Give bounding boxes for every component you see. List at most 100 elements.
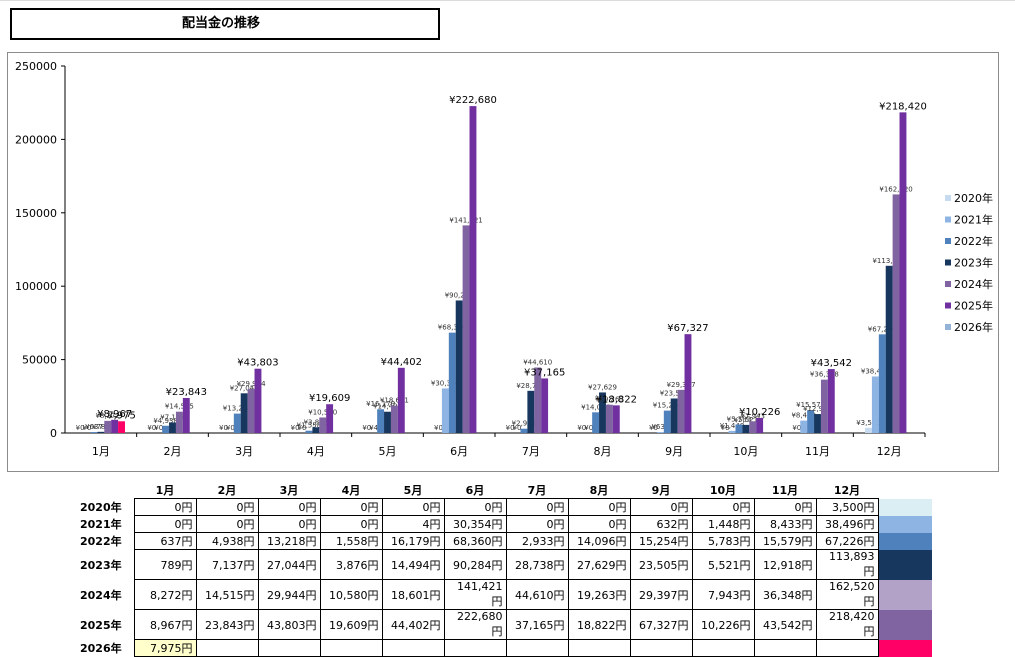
bar-2022年-4月 — [305, 431, 312, 433]
table-cell: 218,420円 — [816, 610, 878, 640]
table-cell: 0円 — [692, 499, 754, 516]
table-cell: 5,783円 — [692, 533, 754, 550]
bar-2022年-10月 — [735, 425, 742, 433]
bar-chart: 0500001000001500002000002500001月¥0¥0¥637… — [8, 53, 998, 471]
table-cell: 4,938円 — [196, 533, 258, 550]
data-label: ¥44,402 — [381, 357, 422, 368]
bar-2025年-3月 — [255, 369, 262, 433]
table-cell: 43,542円 — [754, 610, 816, 640]
data-label: ¥141,421 — [449, 216, 482, 224]
x-tick-label: 11月 — [805, 445, 830, 458]
x-tick-label: 7月 — [522, 445, 540, 458]
table-cell: 3,876円 — [320, 550, 382, 580]
table-cell: 141,421円 — [444, 580, 506, 610]
table-cell — [506, 640, 568, 657]
column-header: 7月 — [506, 482, 568, 499]
table-cell: 0円 — [320, 499, 382, 516]
bar-2024年-2月 — [176, 412, 183, 433]
data-label: ¥29,944 — [237, 380, 266, 388]
table-cell: 7,975円 — [134, 640, 196, 657]
table-cell: 30,354円 — [444, 516, 506, 533]
bar-2023年-3月 — [241, 393, 248, 433]
legend-swatch — [945, 238, 951, 244]
bar-2022年-6月 — [449, 333, 456, 433]
table-cell: 90,284円 — [444, 550, 506, 580]
table-cell: 12,918円 — [754, 550, 816, 580]
data-label: ¥19,609 — [309, 393, 350, 404]
legend-swatch — [945, 260, 951, 266]
table-cell: 10,226円 — [692, 610, 754, 640]
table-cell: 789円 — [134, 550, 196, 580]
table-cell — [816, 640, 878, 657]
table-cell: 7,943円 — [692, 580, 754, 610]
y-tick-label: 200000 — [15, 133, 57, 146]
y-tick-label: 150000 — [15, 207, 57, 220]
table-cell: 0円 — [382, 499, 444, 516]
table-cell: 36,348円 — [754, 580, 816, 610]
data-label: ¥0 — [226, 424, 235, 432]
table-cell — [754, 640, 816, 657]
bar-2021年-9月 — [657, 432, 664, 433]
row-header: 2024年 — [78, 580, 134, 610]
data-label: ¥27,629 — [588, 383, 617, 391]
column-header: 6月 — [444, 482, 506, 499]
table-cell — [382, 640, 444, 657]
table-cell: 15,579円 — [754, 533, 816, 550]
table-cell — [630, 640, 692, 657]
bar-2022年-12月 — [879, 334, 886, 433]
bar-2024年-4月 — [319, 417, 326, 433]
bar-2022年-8月 — [592, 412, 599, 433]
data-label: ¥37,165 — [524, 367, 565, 378]
table-cell — [444, 640, 506, 657]
column-header: 3月 — [258, 482, 320, 499]
table-cell: 632円 — [630, 516, 692, 533]
table-cell — [320, 640, 382, 657]
legend-entry: 2022年 — [954, 234, 993, 248]
bar-2024年-6月 — [463, 225, 470, 433]
bar-2024年-8月 — [606, 405, 613, 433]
bar-2025年-11月 — [828, 369, 835, 433]
legend-entry: 2026年 — [954, 320, 993, 334]
bar-2021年-6月 — [442, 388, 449, 433]
table-cell: 0円 — [506, 516, 568, 533]
row-color-swatch — [878, 516, 932, 533]
x-tick-label: 2月 — [164, 445, 182, 458]
data-label: ¥0 — [584, 424, 593, 432]
data-label: ¥222,680 — [449, 95, 497, 106]
bar-2022年-3月 — [234, 414, 241, 433]
row-header: 2023年 — [78, 550, 134, 580]
column-header: 1月 — [134, 482, 196, 499]
bar-2025年-12月 — [900, 112, 907, 433]
bar-2023年-7月 — [527, 391, 534, 433]
chart-title-box: 配当金の推移 — [10, 8, 440, 40]
bar-2026年-1月 — [118, 421, 125, 433]
bar-2023年-5月 — [384, 412, 391, 433]
legend-entry: 2023年 — [954, 256, 993, 270]
table-cell: 0円 — [258, 499, 320, 516]
bar-2022年-9月 — [664, 411, 671, 433]
bar-2021年-10月 — [729, 431, 736, 433]
x-tick-label: 1月 — [92, 445, 110, 458]
data-label: ¥43,542 — [811, 358, 852, 369]
bar-2023年-1月 — [97, 432, 104, 433]
bar-2025年-6月 — [470, 106, 477, 433]
legend-entry: 2024年 — [954, 277, 993, 291]
table-cell — [258, 640, 320, 657]
column-header: 8月 — [568, 482, 630, 499]
table-cell: 0円 — [506, 499, 568, 516]
bar-2025年-8月 — [613, 405, 620, 433]
table-cell — [692, 640, 754, 657]
bar-2023年-6月 — [456, 300, 463, 433]
table-cell: 0円 — [258, 516, 320, 533]
row-header: 2021年 — [78, 516, 134, 533]
column-header: 12月 — [816, 482, 878, 499]
bar-2025年-4月 — [326, 404, 333, 433]
table-cell: 0円 — [134, 516, 196, 533]
table-cell: 0円 — [196, 516, 258, 533]
table-cell: 19,609円 — [320, 610, 382, 640]
bar-2022年-5月 — [377, 409, 384, 433]
